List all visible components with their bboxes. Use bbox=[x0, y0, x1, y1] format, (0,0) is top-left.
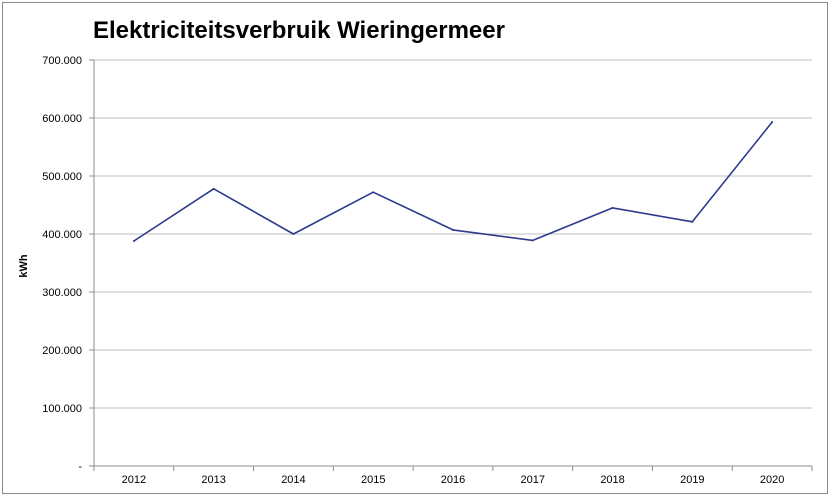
x-tick-label: 2017 bbox=[521, 474, 545, 486]
x-axis-ticks: 2012 2013 2014 2015 2016 2017 2018 2019 2020 bbox=[93, 466, 813, 486]
series-line bbox=[133, 121, 773, 242]
y-axis-label: kWh bbox=[18, 254, 30, 278]
y-tick-label: 600.000 bbox=[42, 113, 82, 125]
data-point bbox=[372, 191, 375, 194]
chart-title: Elektriciteitsverbruik Wieringermeer bbox=[93, 17, 505, 44]
x-tick-label: 2016 bbox=[441, 474, 465, 486]
y-tick-label: 200.000 bbox=[42, 345, 82, 357]
data-point bbox=[452, 228, 454, 231]
x-tick-label: 2019 bbox=[680, 474, 704, 486]
x-tick-label: 2018 bbox=[600, 474, 624, 486]
y-tick-label: 400.000 bbox=[42, 229, 82, 241]
data-point bbox=[611, 206, 614, 209]
series-group bbox=[132, 121, 774, 242]
y-tick-label: 700.000 bbox=[42, 55, 82, 67]
x-tick-label: 2012 bbox=[122, 474, 146, 486]
x-tick-label: 2013 bbox=[201, 474, 225, 486]
data-point bbox=[292, 233, 295, 235]
gridlines bbox=[94, 59, 812, 409]
y-tick-label: 100.000 bbox=[42, 403, 82, 415]
y-tick-label: - bbox=[78, 461, 82, 473]
data-point bbox=[531, 239, 534, 242]
data-point bbox=[771, 121, 774, 124]
y-axis-ticks: - 100.000 200.000 300.000 400.000 500.000 600.… bbox=[42, 55, 94, 473]
x-tick-label: 2015 bbox=[361, 474, 385, 486]
data-point bbox=[132, 239, 135, 242]
data-point bbox=[691, 220, 694, 223]
x-tick-label: 2014 bbox=[281, 474, 305, 486]
data-point bbox=[212, 187, 215, 190]
y-tick-label: 500.000 bbox=[42, 171, 82, 183]
axes bbox=[93, 60, 812, 467]
y-tick-label: 300.000 bbox=[42, 287, 82, 299]
x-tick-label: 2020 bbox=[760, 474, 784, 486]
